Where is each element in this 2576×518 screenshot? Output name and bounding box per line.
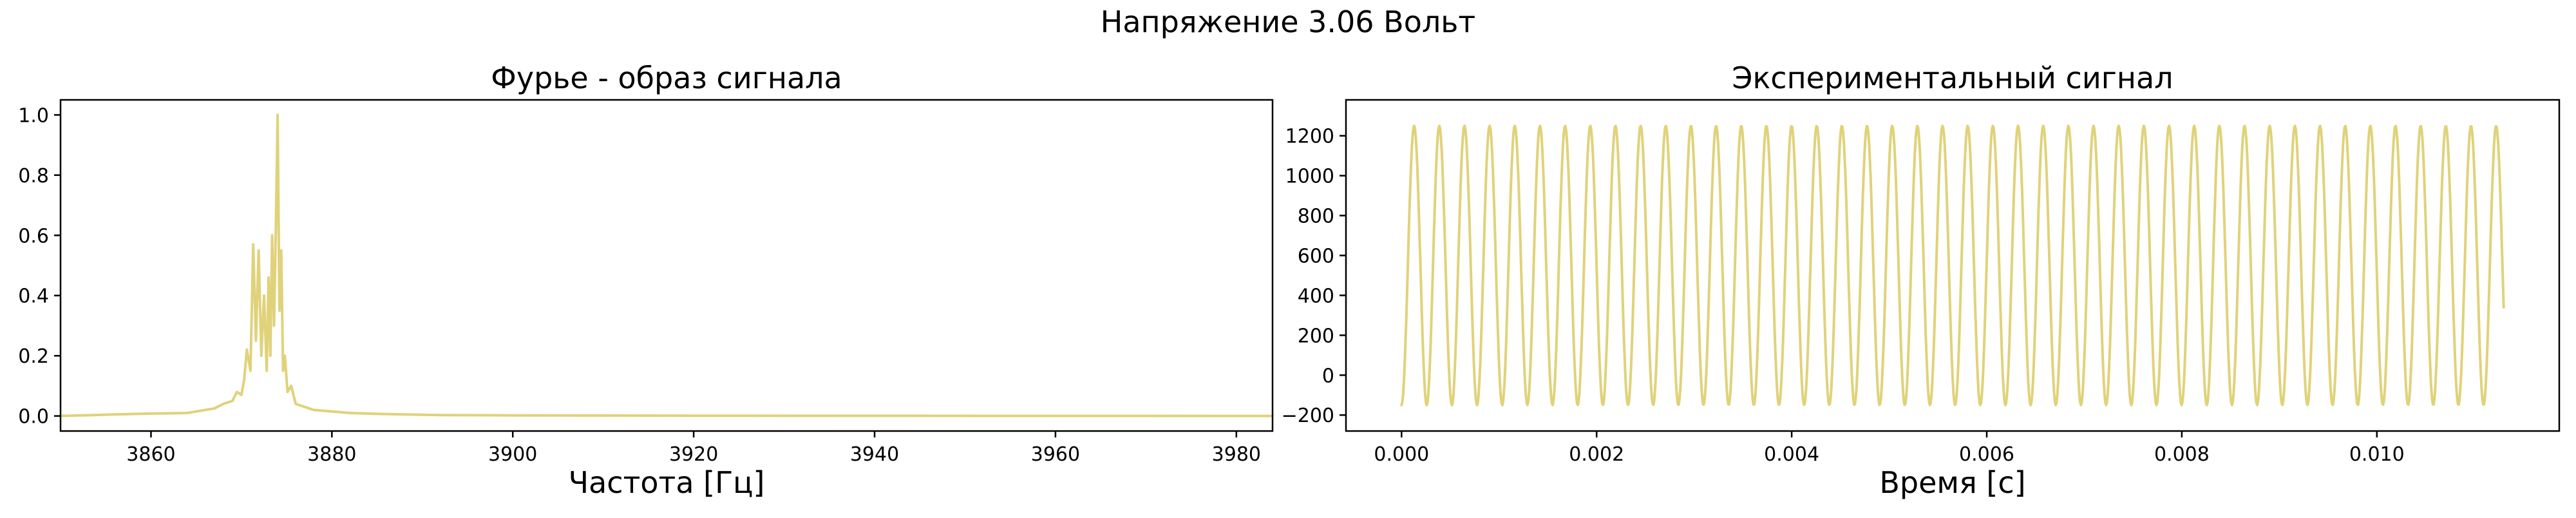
x-tick-label: 0.000 bbox=[1374, 443, 1429, 466]
y-tick-label: 0 bbox=[1322, 365, 1334, 387]
y-tick-label: 0.2 bbox=[18, 345, 49, 368]
x-tick-label: 3900 bbox=[488, 443, 537, 466]
fourier-chart-title: Фурье - образ сигнала bbox=[491, 61, 842, 95]
signal-chart-title: Экспериментальный сигнал bbox=[1732, 61, 2173, 95]
y-tick-label: 600 bbox=[1298, 245, 1334, 268]
signal-y-ticks: −200 0 200 400 600 800 1000 1200 bbox=[1282, 126, 1346, 427]
x-tick-label: 3940 bbox=[850, 443, 899, 466]
fourier-spectrum-chart: Фурье - образ сигнала 3860 3880 3900 3920 39… bbox=[18, 61, 1274, 500]
fourier-plot-area bbox=[59, 113, 1274, 417]
x-tick-label: 3980 bbox=[1212, 443, 1261, 466]
y-tick-label: 1000 bbox=[1285, 166, 1334, 188]
experimental-signal-chart: Экспериментальный сигнал 0.000 0.002 0.004… bbox=[1282, 61, 2561, 500]
y-tick-label: 1.0 bbox=[18, 104, 49, 127]
y-tick-label: 1200 bbox=[1285, 126, 1334, 148]
fourier-y-ticks: 0.0 0.2 0.4 0.6 0.8 1.0 bbox=[18, 104, 61, 428]
x-tick-label: 0.006 bbox=[1959, 443, 2014, 466]
y-tick-label: 0.4 bbox=[18, 285, 49, 308]
signal-x-axis-label: Время [с] bbox=[1879, 465, 2025, 500]
signal-axes-frame bbox=[1345, 99, 2561, 432]
y-tick-label: 800 bbox=[1298, 206, 1334, 228]
figure-suptitle: Напряжение 3.06 Вольт bbox=[1101, 5, 1475, 39]
x-tick-label: 3860 bbox=[126, 443, 175, 466]
fourier-series-line bbox=[59, 113, 1274, 417]
x-tick-label: 0.008 bbox=[2154, 443, 2210, 466]
signal-series-line bbox=[1400, 124, 2505, 407]
fourier-x-axis-label: Частота [Гц] bbox=[569, 465, 765, 500]
signal-x-ticks: 0.000 0.002 0.004 0.006 0.008 0.010 bbox=[1374, 431, 2405, 466]
y-tick-label: 0.8 bbox=[18, 165, 49, 187]
y-tick-label: 200 bbox=[1298, 325, 1334, 347]
x-tick-label: 0.002 bbox=[1569, 443, 1624, 466]
y-tick-label: −200 bbox=[1282, 405, 1334, 427]
fourier-x-ticks: 3860 3880 3900 3920 3940 3960 3980 bbox=[126, 431, 1261, 466]
x-tick-label: 3880 bbox=[307, 443, 356, 466]
x-tick-label: 3960 bbox=[1031, 443, 1080, 466]
y-tick-label: 0.6 bbox=[18, 225, 49, 247]
signal-plot-area bbox=[1400, 124, 2505, 407]
y-tick-label: 400 bbox=[1298, 285, 1334, 307]
y-tick-label: 0.0 bbox=[18, 406, 49, 428]
x-tick-label: 3920 bbox=[669, 443, 718, 466]
x-tick-label: 0.010 bbox=[2349, 443, 2405, 466]
fourier-axes-frame bbox=[59, 99, 1274, 432]
x-tick-label: 0.004 bbox=[1764, 443, 1819, 466]
